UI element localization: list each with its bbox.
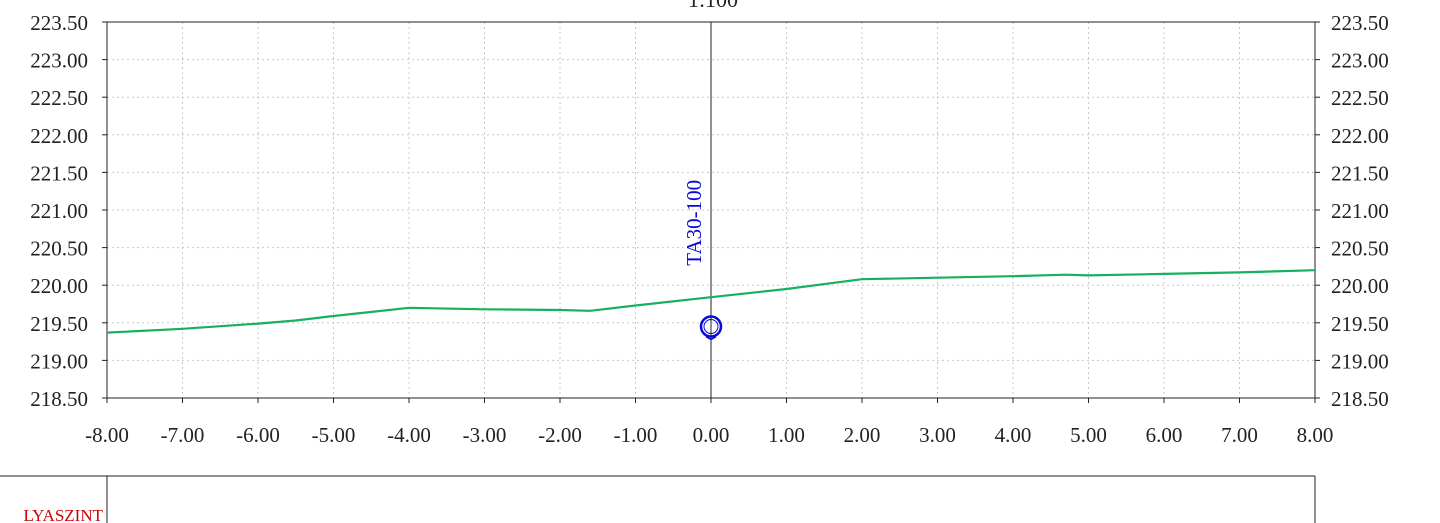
x-tick-label: 6.00 bbox=[1146, 423, 1183, 447]
x-tick-label: 4.00 bbox=[995, 423, 1032, 447]
y-axis-left: 223.50 223.00 222.50 222.00 221.50 221.00 220.… bbox=[30, 11, 88, 411]
y-tick-label-left: 223.50 bbox=[30, 11, 88, 35]
manhole-id-label: TA30-100 bbox=[682, 180, 706, 266]
y-tick-label-right: 220.50 bbox=[1331, 237, 1389, 261]
y-tick-label-right: 219.00 bbox=[1331, 349, 1389, 373]
markers bbox=[699, 315, 723, 341]
x-tick-label: 1.00 bbox=[768, 423, 805, 447]
y-tick-label-right: 223.00 bbox=[1331, 49, 1389, 73]
x-axis: -8.00 -7.00 -6.00 -5.00 -4.00 -3.00 -2.00 -1.00… bbox=[85, 423, 1333, 447]
x-tick-label: -5.00 bbox=[312, 423, 356, 447]
y-tick-label-left: 220.00 bbox=[30, 274, 88, 298]
terrain-profile bbox=[106, 269, 1316, 334]
y-tick-label-left: 221.00 bbox=[30, 199, 88, 223]
y-tick-label-right: 222.00 bbox=[1331, 124, 1389, 148]
scale-label: 1:100 bbox=[688, 0, 738, 12]
terrain-line bbox=[106, 269, 1316, 334]
y-axis-right: 223.50 223.00 222.50 222.00 221.50 221.00 220.… bbox=[1331, 11, 1389, 411]
y-tick-label-left: 218.50 bbox=[30, 387, 88, 411]
bottom-panel-label: LYASZINT bbox=[23, 506, 103, 523]
x-tick-label: -6.00 bbox=[236, 423, 280, 447]
y-tick-label-left: 220.50 bbox=[30, 237, 88, 261]
y-tick-label-right: 223.50 bbox=[1331, 11, 1389, 35]
annotations: TA30-100 bbox=[682, 180, 706, 266]
y-tick-label-left: 219.00 bbox=[30, 349, 88, 373]
y-tick-label-left: 219.50 bbox=[30, 312, 88, 336]
x-tick-label: 7.00 bbox=[1221, 423, 1258, 447]
x-tick-label: 8.00 bbox=[1297, 423, 1334, 447]
y-tick-label-right: 222.50 bbox=[1331, 86, 1389, 110]
y-tick-label-right: 218.50 bbox=[1331, 387, 1389, 411]
manhole-inner-ring bbox=[703, 319, 719, 335]
y-tick-label-right: 219.50 bbox=[1331, 312, 1389, 336]
x-tick-label: -4.00 bbox=[387, 423, 431, 447]
y-tick-label-right: 221.00 bbox=[1331, 199, 1389, 223]
y-tick-label-left: 223.00 bbox=[30, 49, 88, 73]
bottom-panel: LYASZINT bbox=[0, 475, 1316, 523]
x-tick-label: 3.00 bbox=[919, 423, 956, 447]
x-tick-label: -2.00 bbox=[538, 423, 582, 447]
x-tick-label: -7.00 bbox=[161, 423, 205, 447]
y-tick-label-left: 221.50 bbox=[30, 161, 88, 185]
x-tick-label: 0.00 bbox=[693, 423, 730, 447]
y-tick-label-right: 221.50 bbox=[1331, 161, 1389, 185]
x-tick-label: 2.00 bbox=[844, 423, 881, 447]
x-tick-label: -3.00 bbox=[463, 423, 507, 447]
x-tick-label: -8.00 bbox=[85, 423, 129, 447]
x-tick-label: -1.00 bbox=[614, 423, 658, 447]
manhole-circle-marker bbox=[699, 315, 723, 338]
manhole-marker-base bbox=[705, 335, 717, 341]
x-tick-label: 5.00 bbox=[1070, 423, 1107, 447]
y-tick-label-right: 220.00 bbox=[1331, 274, 1389, 298]
y-tick-label-left: 222.00 bbox=[30, 124, 88, 148]
y-tick-label-left: 222.50 bbox=[30, 86, 88, 110]
